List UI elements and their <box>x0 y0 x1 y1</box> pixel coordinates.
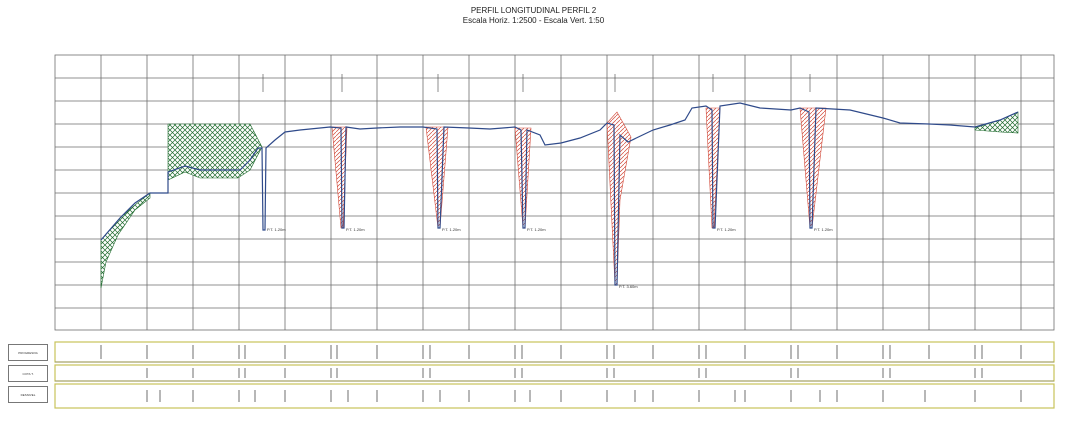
band-label-cota: COTA T. <box>8 365 48 382</box>
cut-note: P.T. 1.20m <box>346 227 365 232</box>
cut-note: P.T. 1.20m <box>442 227 461 232</box>
profile-title: PERFIL LONGITUDINAL PERFIL 2 <box>470 6 597 15</box>
band-ticks <box>100 345 1022 402</box>
profile-subtitle: Escala Horiz. 1:2500 - Escala Vert. 1:50 <box>462 16 605 25</box>
profile-grid <box>54 54 1055 331</box>
cut-note: P.T. 1.20m <box>267 227 286 232</box>
cut-note: P.T. 1.20m <box>717 227 736 232</box>
station-markers <box>262 74 811 92</box>
data-bands <box>54 341 1055 409</box>
fill-areas <box>100 107 1019 289</box>
cut-note: P.T. 3.60m <box>619 284 638 289</box>
cut-notes: P.T. 1.20m P.T. 1.20m P.T. 1.20m P.T. 1.20m… <box>267 227 833 289</box>
profile-title-block: PERFIL LONGITUDINAL PERFIL 2 Escala Hori… <box>0 6 1067 26</box>
fill-area-left <box>100 192 151 289</box>
cut-note: P.T. 1.20m <box>527 227 546 232</box>
fill-area-embankment <box>167 123 263 181</box>
terrain-line <box>100 102 1019 286</box>
cut-note: P.T. 1.20m <box>814 227 833 232</box>
band-label-progresiva: PROGRESIVA <box>8 344 48 361</box>
band-label-desnivel: DESNIVEL <box>8 386 48 403</box>
